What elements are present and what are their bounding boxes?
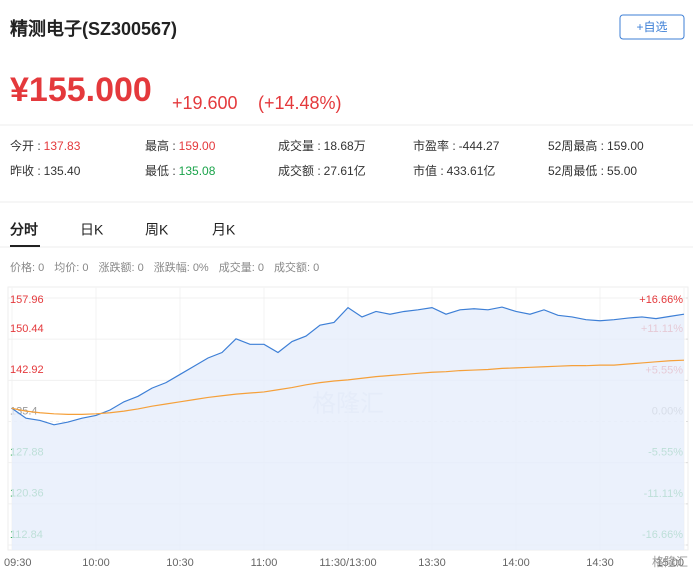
y-tick-label: 142.92 (10, 364, 44, 376)
tab[interactable]: 日K (80, 222, 104, 238)
stat-label: 最高 : (145, 138, 176, 153)
stat-value: 137.83 (44, 139, 81, 153)
info-item: 均价: 0 (54, 261, 88, 274)
y2-tick-label: +16.66% (639, 294, 683, 306)
stat-value: 433.61亿 (447, 163, 496, 178)
x-tick-label: 10:30 (166, 557, 194, 569)
stat-value: 27.61亿 (324, 163, 366, 178)
stat-label: 成交量 : (278, 138, 321, 153)
watch-button-label[interactable]: +自选 (636, 20, 667, 34)
stock-title: 精测电子(SZ300567) (10, 18, 177, 39)
change-pct: (+14.48%) (258, 93, 342, 113)
stat-label: 最低 : (145, 164, 176, 178)
watch-button[interactable] (619, 14, 685, 40)
price-line (11, 306, 685, 426)
stat-value: 18.68万 (324, 139, 366, 153)
y-tick-label: 157.96 (10, 294, 44, 306)
stat-value: 135.08 (179, 164, 216, 178)
info-item: 涨跌额: 0 (98, 260, 143, 274)
stat-value: 135.40 (44, 164, 81, 178)
stat-label: 成交额 : (278, 163, 321, 178)
stat-label: 市盈率 : (413, 138, 456, 153)
x-tick-label: 13:30 (418, 557, 446, 569)
stat-label: 昨收 : (10, 164, 41, 178)
info-item: 涨跌幅: 0% (154, 260, 209, 274)
x-tick-label: 11:00 (251, 557, 278, 569)
tab[interactable]: 周K (145, 222, 169, 238)
stat-value: -444.27 (459, 139, 500, 153)
tab[interactable]: 月K (212, 222, 236, 238)
stat-label: 52周最低 : (548, 164, 604, 178)
logo: 格隆汇 (652, 554, 688, 569)
stat-value: 55.00 (607, 164, 637, 178)
avg-line (11, 359, 685, 415)
info-item: 价格: 0 (10, 260, 44, 274)
x-tick-label: 10:00 (82, 557, 110, 569)
price-area (12, 307, 684, 550)
x-tick-label: 11:30/13:00 (319, 557, 376, 569)
stat-label: 52周最高 : (548, 138, 604, 153)
x-tick-label: 15:00 (656, 557, 684, 569)
stat-value: 159.00 (607, 139, 644, 153)
y-tick-label: 150.44 (10, 323, 44, 335)
x-tick-label: 14:30 (586, 557, 614, 569)
price: ¥155.000 (10, 71, 152, 109)
x-tick-label: 09:30 (4, 557, 32, 569)
tab[interactable]: 分时 (10, 222, 38, 238)
info-item: 成交额: 0 (274, 260, 319, 274)
stat-label: 市值 : (413, 163, 444, 178)
info-item: 成交量: 0 (219, 260, 264, 274)
stat-value: 159.00 (179, 139, 216, 153)
x-tick-label: 14:00 (502, 557, 530, 569)
change: +19.600 (172, 93, 238, 113)
stat-label: 今开 : (10, 138, 41, 153)
